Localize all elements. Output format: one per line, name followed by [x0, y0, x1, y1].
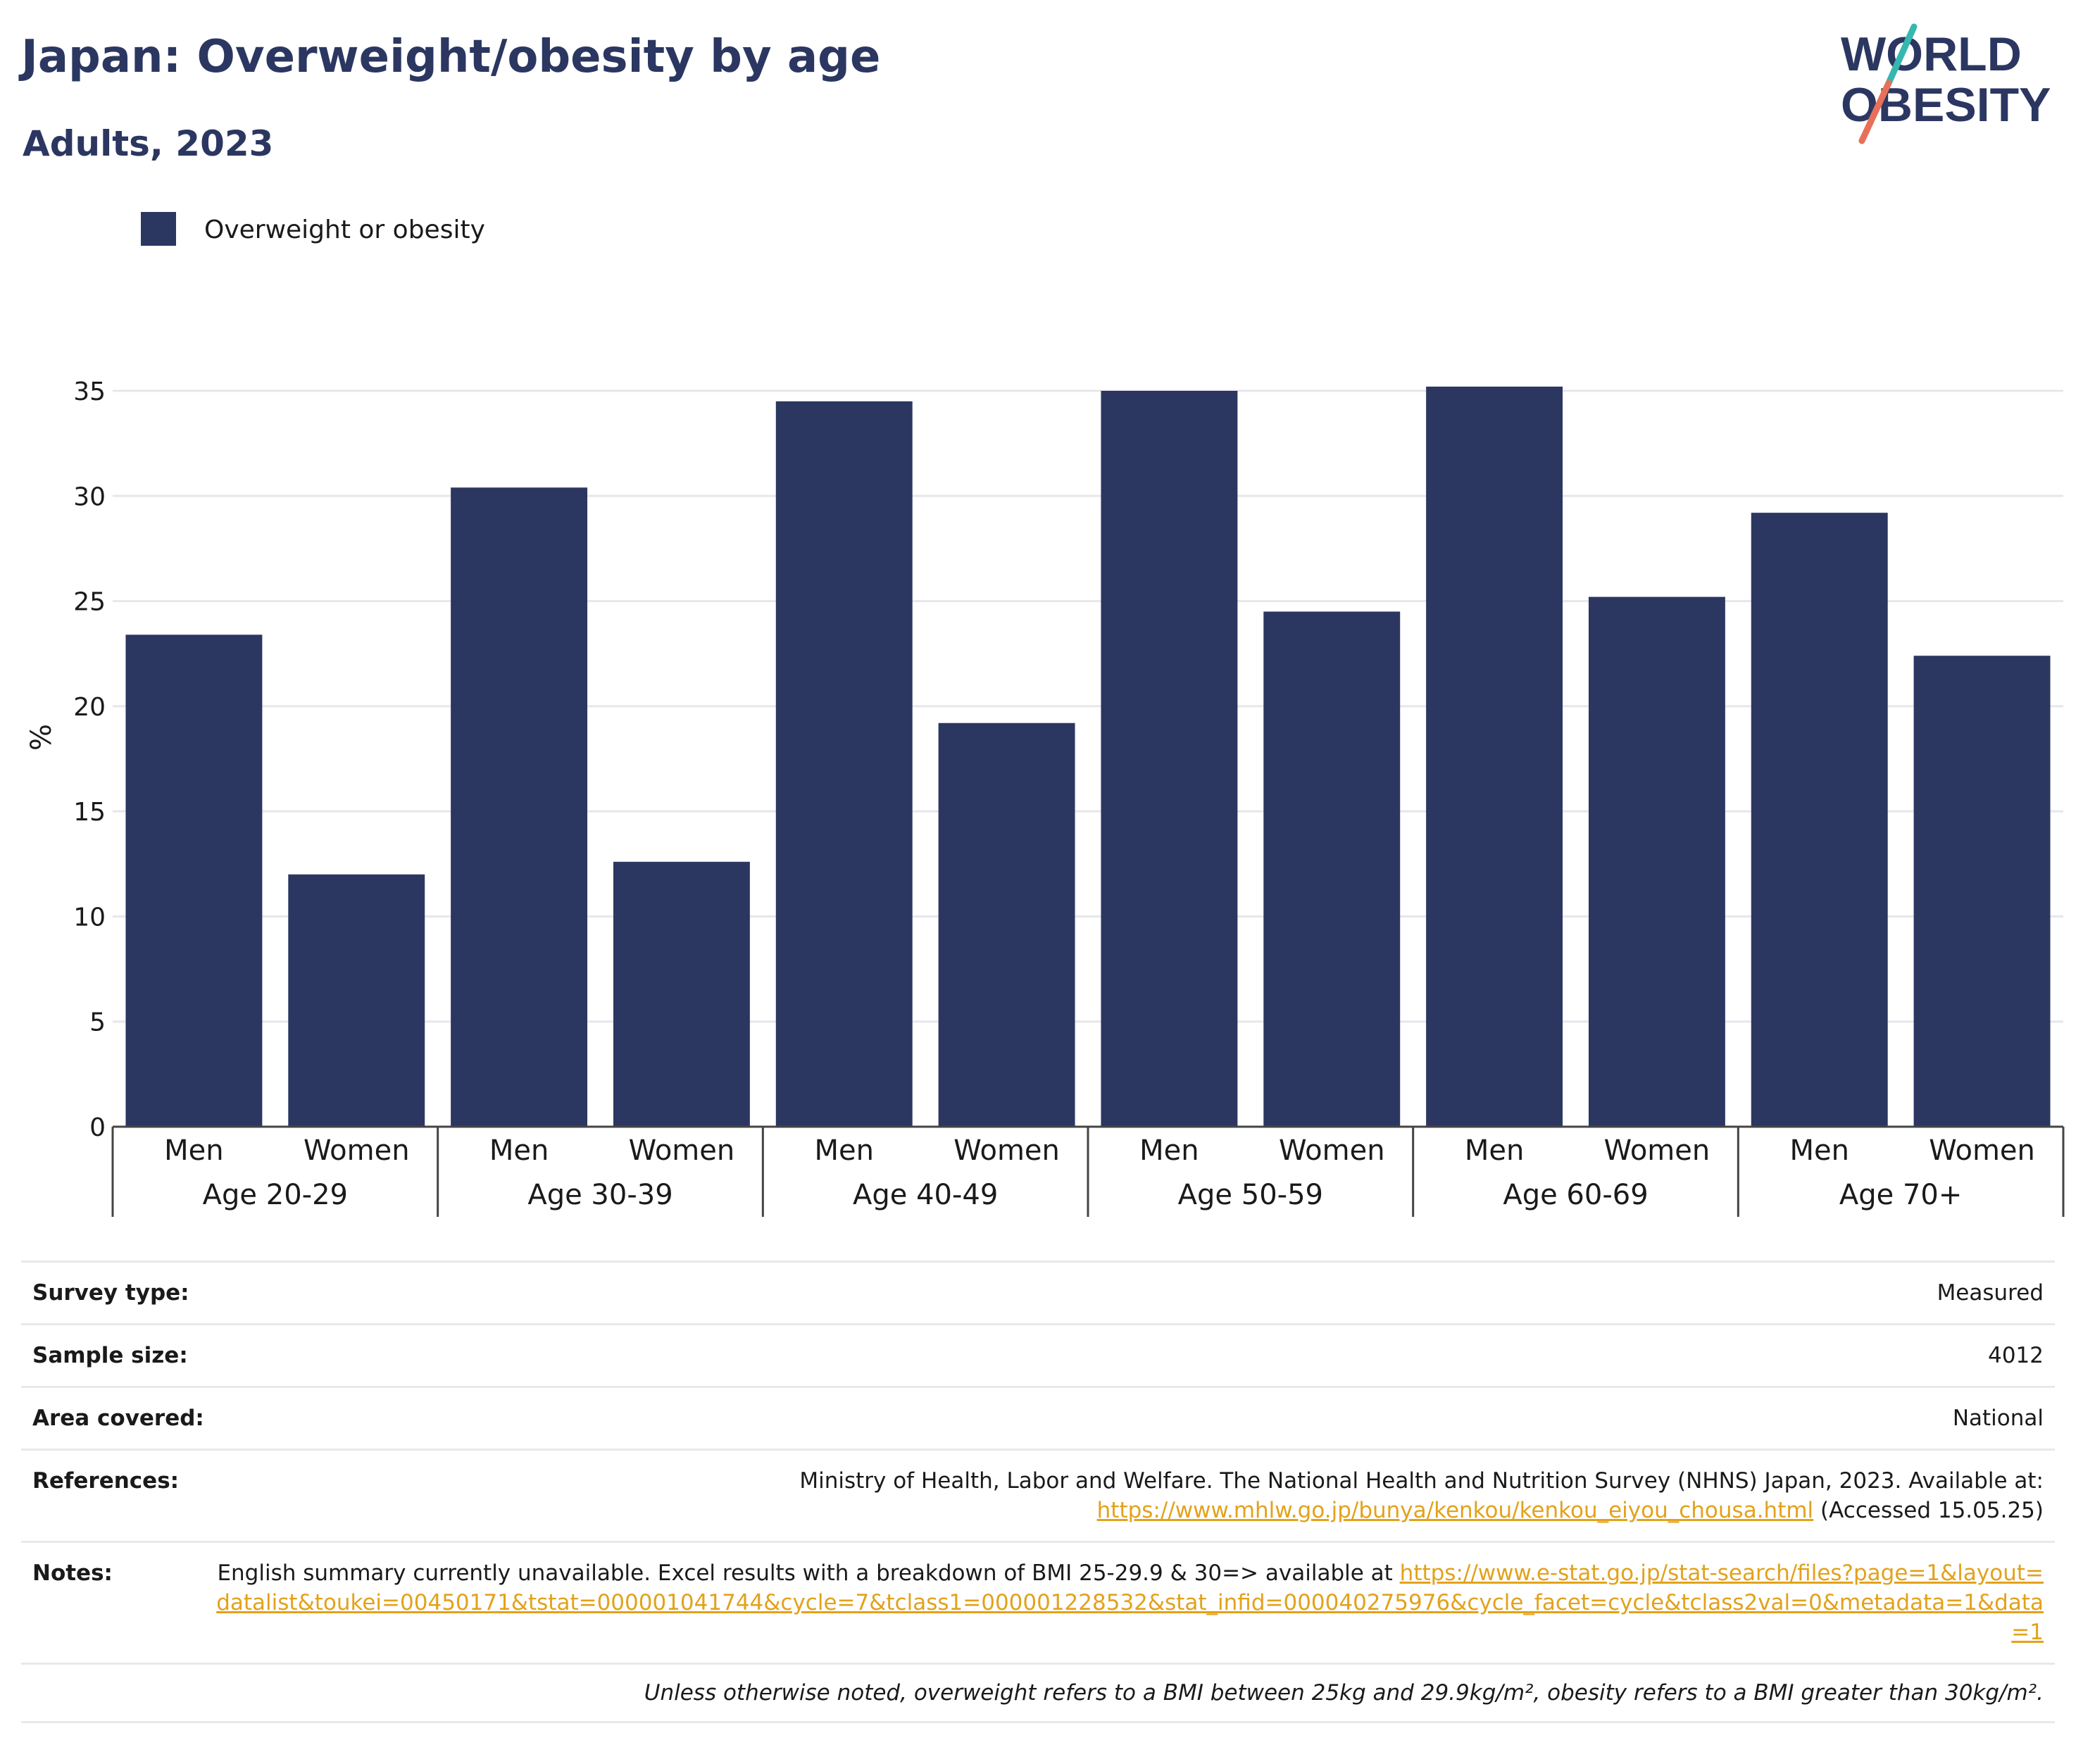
bar [1101, 391, 1238, 1127]
y-tick-label: 0 [89, 1113, 106, 1142]
area-covered-label: Area covered: [32, 1406, 204, 1431]
bar [775, 401, 913, 1127]
legend-label: Overweight or obesity [204, 215, 485, 244]
y-tick-label: 30 [73, 482, 106, 511]
x-group-label: Age 20-29 [203, 1179, 348, 1211]
x-subcategory-label: Men [1139, 1134, 1199, 1167]
bar [938, 723, 1075, 1127]
bmi-footnote: Unless otherwise noted, overweight refer… [21, 1663, 2055, 1723]
x-subcategory-label: Women [304, 1134, 410, 1167]
y-tick-label: 25 [73, 588, 106, 617]
x-group-label: Age 50-59 [1178, 1179, 1323, 1211]
area-covered-row: Area covered: National [21, 1386, 2055, 1449]
logo-slash-teal [1885, 23, 1918, 87]
logo-slash-coral [1858, 80, 1892, 144]
x-subcategory-label: Men [1465, 1134, 1524, 1167]
references-value: Ministry of Health, Labor and Welfare. T… [215, 1466, 2044, 1525]
survey-type-value: Measured [1937, 1280, 2044, 1306]
chart-title: Japan: Overweight/obesity by age [21, 31, 881, 83]
bar [1588, 596, 1725, 1127]
survey-type-row: Survey type: Measured [21, 1261, 2055, 1323]
references-label: References: [32, 1468, 180, 1494]
bar [1913, 656, 2051, 1127]
y-tick-label: 5 [89, 1008, 106, 1037]
y-tick-label: 10 [73, 903, 106, 932]
world-obesity-logo: WORLD OBESITY [1841, 23, 2051, 144]
logo-text-world: WORLD [1841, 27, 2022, 81]
x-group-label: Age 40-49 [853, 1179, 998, 1211]
notes-row: Notes: English summary currently unavail… [21, 1541, 2055, 1663]
sample-size-label: Sample size: [32, 1343, 188, 1368]
notes-text: English summary currently unavailable. E… [217, 1560, 1393, 1586]
x-group-label: Age 30-39 [527, 1179, 673, 1211]
notes-link[interactable]: https://www.e-stat.go.jp/stat-search/fil… [216, 1560, 2044, 1645]
y-tick-label: 35 [73, 377, 106, 406]
x-subcategory-label: Women [629, 1134, 735, 1167]
x-axis: Men Women Men Women Men Women Men Women Men Women… [111, 1125, 2065, 1217]
y-tick-label: 15 [73, 798, 106, 827]
bar [288, 874, 425, 1127]
x-subcategory-label: Men [489, 1134, 549, 1167]
references-link[interactable]: https://www.mhlw.go.jp/bunya/kenkou/kenk… [1096, 1498, 1814, 1523]
bar [451, 487, 588, 1127]
references-text: Ministry of Health, Labor and Welfare. T… [799, 1468, 2044, 1494]
survey-type-label: Survey type: [32, 1280, 189, 1306]
bar [1263, 611, 1401, 1127]
y-axis-label: % [25, 724, 58, 751]
x-subcategory-label: Men [815, 1134, 874, 1167]
x-subcategory-label: Women [1279, 1134, 1385, 1167]
y-axis-ticks: 0 5 10 15 20 25 30 35 [73, 377, 106, 1142]
x-subcategory-label: Women [1929, 1134, 2035, 1167]
references-row: References: Ministry of Health, Labor an… [21, 1449, 2055, 1541]
legend: Overweight or obesity [141, 212, 485, 246]
chart-subtitle: Adults, 2023 [23, 123, 274, 164]
notes-value: English summary currently unavailable. E… [215, 1558, 2044, 1647]
sample-size-value: 4012 [1988, 1343, 2044, 1368]
legend-swatch [141, 212, 176, 246]
x-subcategory-label: Men [164, 1134, 223, 1167]
x-subcategory-label: Women [1604, 1134, 1710, 1167]
bar [613, 861, 750, 1127]
x-group-label: Age 70+ [1839, 1179, 1963, 1211]
area-covered-value: National [1952, 1406, 2044, 1431]
x-subcategory-label: Women [953, 1134, 1060, 1167]
references-accessed: (Accessed 15.05.25) [1820, 1498, 2044, 1523]
x-group-label: Age 60-69 [1503, 1179, 1648, 1211]
survey-info-table: Survey type: Measured Sample size: 4012 … [21, 1261, 2055, 1723]
bar [1751, 513, 1888, 1127]
notes-label: Notes: [32, 1560, 113, 1586]
bars [125, 387, 2051, 1127]
bar [1426, 387, 1563, 1127]
bar [125, 634, 263, 1127]
x-subcategory-label: Men [1790, 1134, 1849, 1167]
sample-size-row: Sample size: 4012 [21, 1323, 2055, 1386]
y-tick-label: 20 [73, 693, 106, 722]
bar-chart: Overweight or obesity % 0 5 10 15 20 25 30 35 M… [25, 212, 2065, 1217]
